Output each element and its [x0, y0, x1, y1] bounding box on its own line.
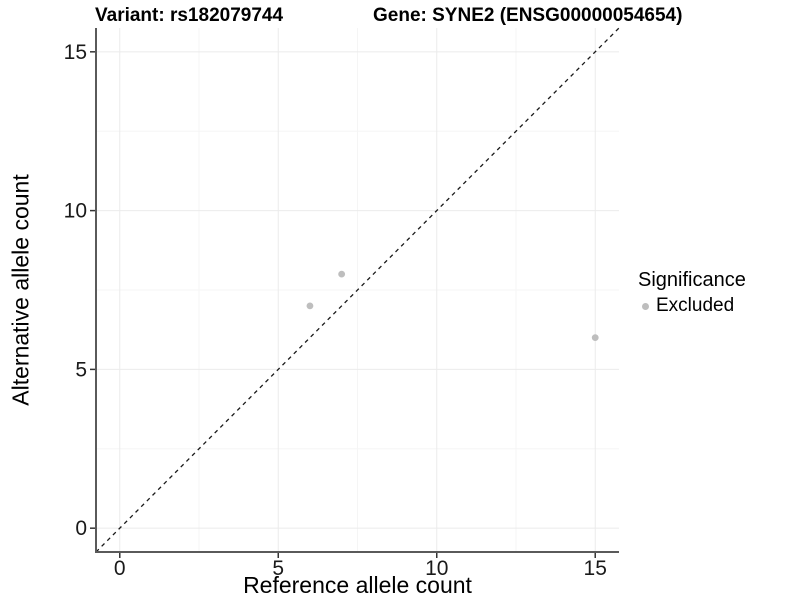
x-tick-label: 10: [425, 557, 448, 580]
legend: Significance Excluded: [638, 269, 746, 317]
data-point: [306, 302, 314, 310]
y-tick-label: 15: [64, 41, 87, 64]
x-tick-label: 0: [114, 557, 126, 580]
legend-title: Significance: [638, 269, 746, 291]
data-point: [338, 270, 346, 278]
y-axis-title: Alternative allele count: [7, 174, 34, 406]
legend-entry: Excluded: [638, 295, 746, 317]
x-tick-label: 5: [272, 557, 284, 580]
variant-title: Variant: rs182079744: [95, 5, 284, 26]
legend-key-dot-icon: [642, 302, 649, 310]
gene-title: Gene: SYNE2 (ENSG00000054654): [373, 5, 683, 26]
y-tick-label: 10: [64, 200, 87, 223]
x-tick-label: 15: [584, 557, 607, 580]
data-point: [591, 334, 599, 342]
y-tick-label: 0: [75, 517, 87, 540]
x-axis-title: Reference allele count: [243, 572, 472, 598]
y-tick-label: 5: [75, 358, 87, 381]
legend-entry-label: Excluded: [656, 295, 735, 316]
identity-line: [95, 27, 620, 553]
